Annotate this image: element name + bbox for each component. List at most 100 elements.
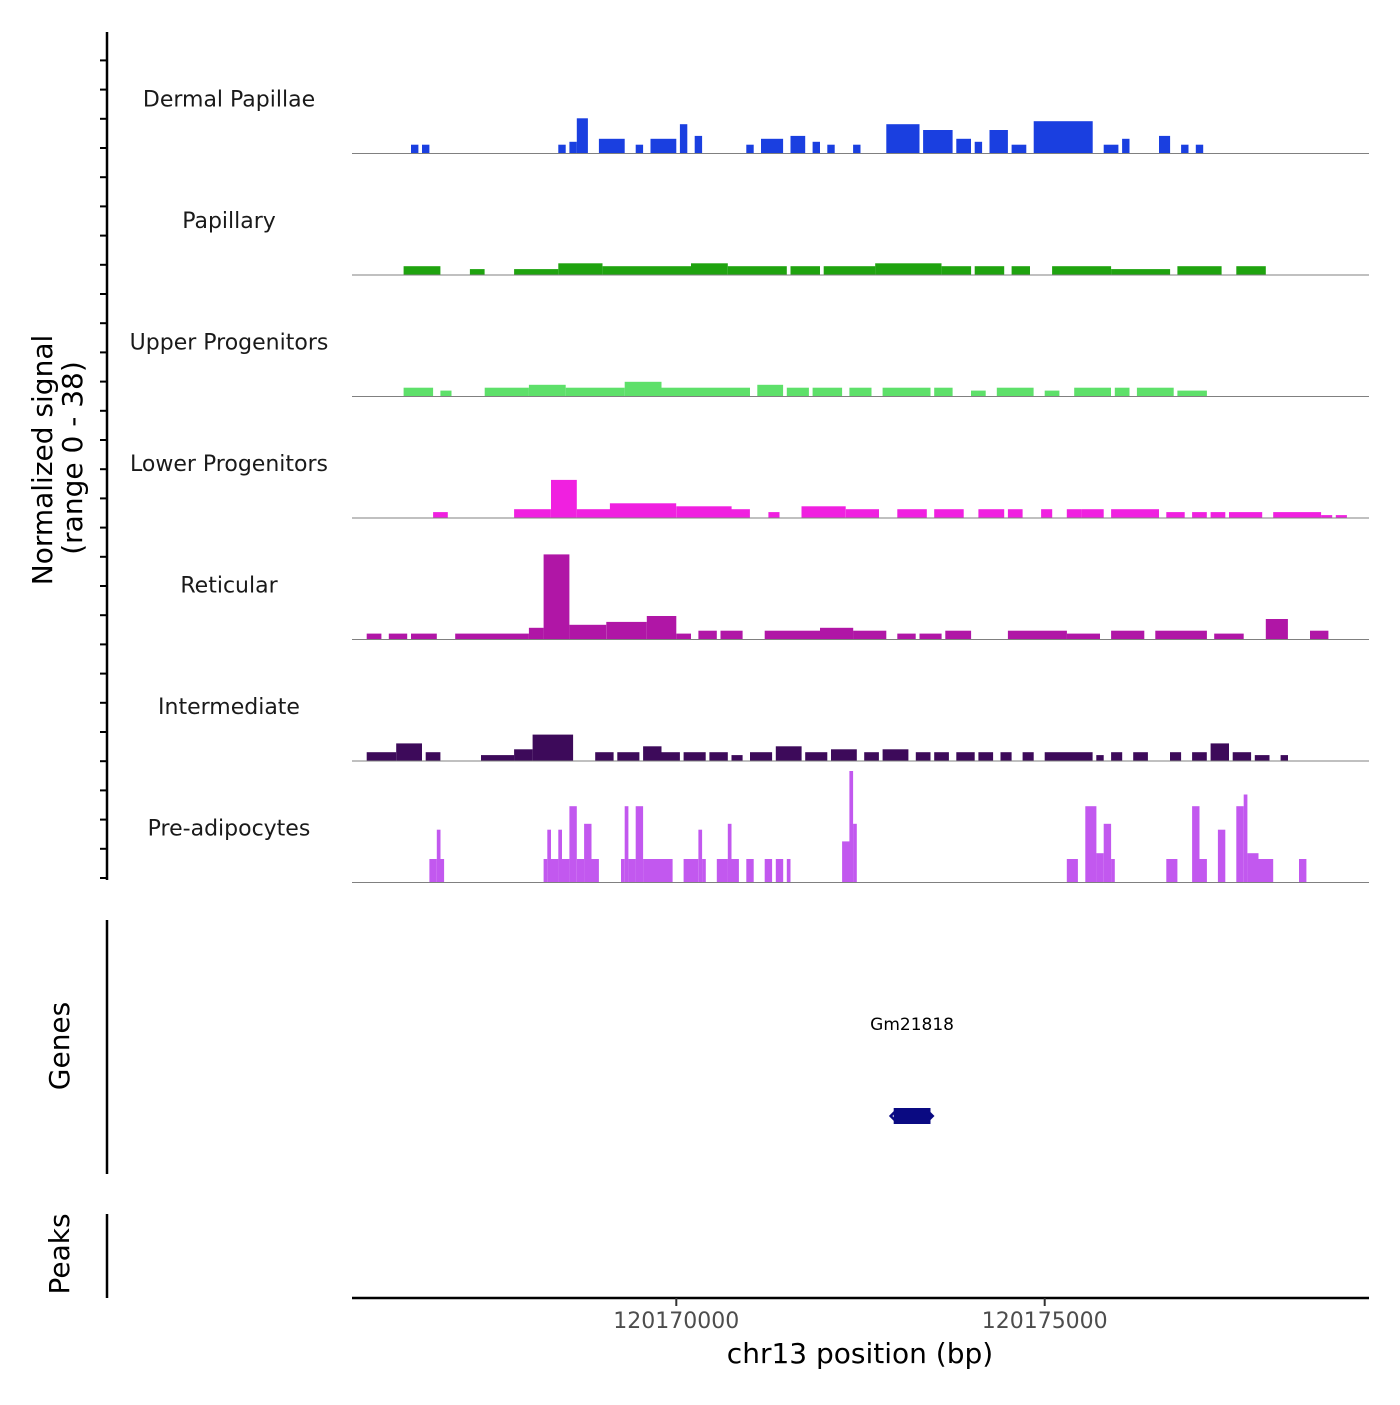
signal-bar — [562, 859, 570, 883]
y-axis-title: Normalized signal — [26, 335, 59, 586]
signal-bar — [1195, 144, 1204, 154]
signal-bar — [1181, 144, 1189, 154]
signal-bar — [1081, 509, 1104, 518]
signal-bar — [617, 752, 640, 761]
track-label: Upper Progenitors — [130, 331, 329, 356]
signal-bar — [1070, 752, 1093, 761]
signal-bar — [746, 859, 754, 883]
signal-bar — [941, 266, 972, 275]
signal-bar — [1236, 806, 1244, 883]
signal-bar — [1166, 512, 1185, 518]
signal-bar — [720, 387, 750, 397]
signal-bar — [849, 387, 872, 397]
track-reticular: Reticular — [180, 554, 1369, 640]
signal-bar — [812, 387, 843, 397]
signal-bar — [720, 630, 743, 640]
signal-bar — [569, 624, 607, 640]
signal-bar — [558, 829, 562, 883]
signal-bar — [823, 266, 876, 275]
signal-bar — [934, 752, 949, 761]
signal-bar — [514, 749, 533, 761]
gene-gm21818: Gm21818 — [870, 1015, 954, 1124]
signal-bar — [790, 266, 820, 275]
signal-bar — [1022, 752, 1034, 761]
signal-bar — [853, 144, 861, 154]
signal-bar — [1247, 853, 1259, 883]
signal-bar — [576, 859, 585, 883]
track-label: Intermediate — [158, 695, 300, 720]
signal-y-axis-ticks — [100, 59, 107, 879]
gene-end-marker — [930, 1112, 935, 1120]
signal-bar — [1111, 859, 1115, 883]
signal-bar — [864, 752, 879, 761]
signal-bar — [676, 633, 691, 640]
signal-bar — [1007, 630, 1067, 640]
signal-bar — [882, 749, 909, 761]
signal-bar — [849, 771, 854, 883]
signal-bar — [1310, 630, 1329, 640]
signal-bar — [628, 859, 636, 883]
signal-bar — [1258, 859, 1274, 883]
signal-bar — [643, 859, 651, 883]
signal-bar — [646, 616, 677, 640]
signal-bar — [1299, 512, 1322, 518]
signal-bar — [727, 823, 732, 883]
signal-bar — [1321, 515, 1333, 518]
signal-bar — [429, 859, 437, 883]
signal-bar — [565, 387, 625, 397]
signal-bar — [698, 829, 703, 883]
signal-bar — [1243, 794, 1248, 883]
track-upper-progenitors: Upper Progenitors — [130, 331, 1369, 397]
signal-bar — [1265, 619, 1288, 640]
signal-bar — [609, 503, 677, 518]
signal-bar — [1066, 859, 1078, 883]
signal-bar — [974, 141, 983, 154]
signal-bar — [716, 859, 728, 883]
signal-bar — [764, 630, 820, 640]
signal-bar — [875, 263, 942, 275]
signal-bar — [1041, 509, 1053, 518]
signal-bar — [683, 859, 699, 883]
signal-bar — [853, 630, 887, 640]
track-label: Reticular — [180, 574, 278, 599]
signal-bar — [551, 859, 559, 883]
signal-bar — [768, 512, 780, 518]
signal-bar — [679, 124, 688, 154]
signal-bar — [1000, 752, 1012, 761]
signal-bar — [978, 509, 1005, 518]
signal-bar — [650, 859, 673, 883]
signal-bar — [886, 124, 920, 154]
signal-bar — [366, 633, 382, 640]
y-axis-subtitle: (range 0 - 38) — [56, 361, 89, 555]
signal-bar — [996, 387, 1034, 397]
signal-bar — [643, 746, 662, 761]
signal-bar — [676, 506, 732, 518]
signal-bar — [974, 266, 1005, 275]
strand-arrow-icon — [888, 1109, 898, 1123]
x-tick-label: 120170000 — [613, 1309, 739, 1334]
signal-bar — [897, 509, 927, 518]
signal-bar — [1033, 121, 1093, 154]
signal-bar — [396, 743, 422, 761]
signal-bar — [558, 144, 566, 154]
signal-bar — [934, 509, 964, 518]
signal-bar — [790, 135, 806, 154]
signal-bar — [551, 479, 577, 518]
signal-bar — [761, 138, 784, 154]
signal-bar — [602, 266, 691, 275]
signal-bar — [1280, 755, 1288, 761]
signal-bar — [411, 144, 419, 154]
signal-bar — [1111, 630, 1145, 640]
signal-bar — [433, 512, 448, 518]
signal-bar — [1052, 266, 1112, 275]
signal-bar — [746, 144, 754, 154]
signal-bar — [1177, 266, 1222, 275]
signal-bar — [812, 141, 820, 154]
signal-bar — [650, 138, 677, 154]
signal-bar — [971, 390, 986, 397]
gene-label: Gm21818 — [870, 1015, 954, 1035]
signal-bar — [591, 859, 599, 883]
signal-bar — [750, 752, 773, 761]
signal-bar — [1122, 138, 1130, 154]
